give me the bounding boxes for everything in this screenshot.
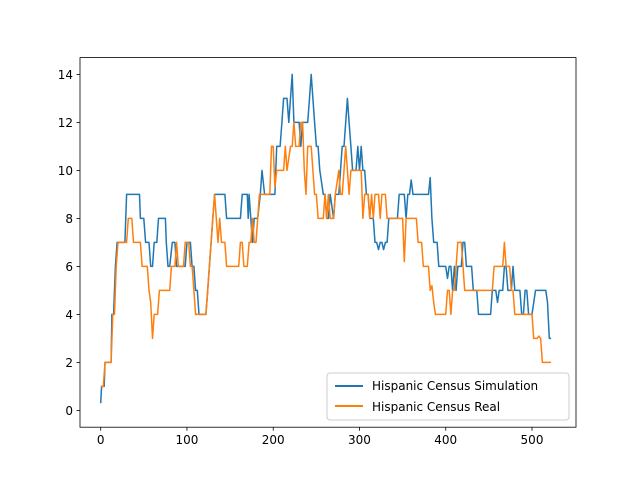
x-tick-label: 400 [434, 433, 457, 447]
legend: Hispanic Census Simulation Hispanic Cens… [326, 372, 570, 421]
x-tick-label: 100 [176, 433, 199, 447]
series-line-real [100, 121, 551, 388]
x-tick-label: 0 [97, 433, 105, 447]
x-tick-label: 500 [521, 433, 544, 447]
x-tick-label: 200 [262, 433, 285, 447]
legend-box [326, 372, 570, 421]
y-tick-label: 12 [58, 116, 73, 130]
y-tick-label: 8 [65, 212, 73, 226]
y-tick-label: 14 [58, 68, 73, 82]
y-tick-label: 10 [58, 164, 73, 178]
series-layer [99, 73, 551, 404]
x-tick-label: 300 [348, 433, 371, 447]
y-tick-label: 0 [65, 404, 73, 418]
legend-label-real: Hispanic Census Real [372, 400, 500, 414]
y-tick-label: 4 [65, 308, 73, 322]
y-tick-label: 2 [65, 356, 73, 370]
y-tick-label: 6 [65, 260, 73, 274]
plot-frame [79, 57, 577, 428]
x-axis: 0 100 200 300 400 500 [97, 427, 544, 447]
y-axis: 0 2 4 6 8 10 12 14 [58, 68, 80, 418]
legend-label-simulation: Hispanic Census Simulation [372, 379, 538, 393]
